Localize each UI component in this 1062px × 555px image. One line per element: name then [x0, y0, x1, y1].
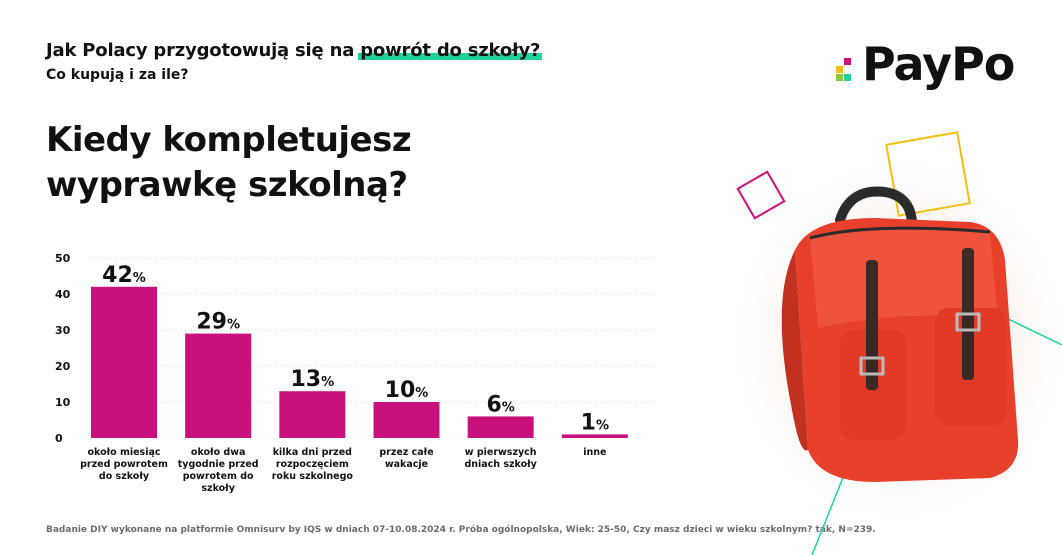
backpack-handle — [835, 186, 917, 227]
logo-dot-yellow — [836, 66, 843, 73]
strap-left — [866, 260, 878, 390]
bar-value-label: 29% — [196, 310, 240, 335]
backpack-flap — [810, 228, 998, 328]
bar-value-label: 10% — [385, 378, 429, 403]
bar-value-label: 13% — [291, 367, 335, 392]
bar-value-label: 1% — [581, 410, 609, 435]
bar — [561, 434, 628, 438]
y-tick-label: 10 — [55, 396, 71, 409]
bar — [373, 402, 440, 438]
backpack-side — [781, 250, 808, 451]
bar — [279, 391, 346, 438]
logo-dot-green — [844, 74, 851, 81]
question-heading: Kiedy kompletujesz wyprawkę szkolną? — [46, 118, 412, 208]
question-line-1: Kiedy kompletujesz — [46, 120, 412, 160]
deco-line-green-1 — [999, 314, 1062, 346]
question-line-2: wyprawkę szkolną? — [46, 165, 408, 205]
backpack-trim — [809, 226, 991, 240]
y-tick-label: 30 — [55, 324, 71, 337]
category-label: inne — [583, 447, 606, 458]
category-label: tygodnie przed — [178, 459, 259, 470]
category-label: około miesiąc — [87, 447, 160, 458]
deco-square-magenta — [736, 170, 786, 220]
category-label: przez całe — [379, 447, 433, 458]
category-label: wakacje — [385, 459, 428, 470]
category-label: do szkoły — [99, 471, 150, 482]
bar — [185, 333, 252, 438]
category-label: kilka dni przed — [273, 447, 352, 458]
bar-value-label: 6% — [486, 392, 514, 417]
backpack-illustration — [725, 131, 1062, 555]
category-label: dniach szkoły — [464, 459, 537, 470]
logo-dot-lime — [836, 74, 843, 81]
category-label: przed powrotem — [80, 459, 168, 470]
category-label: powrotem do — [183, 471, 254, 482]
buckle-right — [955, 312, 981, 332]
y-tick-label: 40 — [55, 288, 71, 301]
logo-dot-magenta — [844, 58, 851, 65]
y-tick-label: 0 — [55, 432, 63, 445]
logo-text: PayPo — [862, 37, 1015, 91]
category-label: roku szkolnego — [272, 471, 354, 482]
bar-value-label: 42% — [102, 263, 146, 288]
category-label: szkoły — [201, 483, 235, 494]
footnote: Badanie DIY wykonane na platformie Omnis… — [46, 525, 876, 535]
bar — [467, 416, 534, 438]
y-tick-label: 20 — [55, 360, 71, 373]
category-label: około dwa — [191, 447, 245, 458]
y-tick-label: 50 — [55, 252, 71, 265]
bar — [91, 286, 157, 438]
category-label: w pierwszych — [465, 447, 537, 458]
paypo-logo: PayPo — [836, 36, 1036, 96]
header-subtitle: Co kupują i za ile? — [46, 67, 189, 83]
header-title: Jak Polacy przygotowują się na powrót do… — [46, 40, 540, 61]
header-title-text: Jak Polacy przygotowują się na — [46, 40, 361, 61]
deco-square-yellow — [885, 131, 971, 217]
header-title-highlight: powrót do szkoły? — [360, 40, 541, 61]
buckle-left — [859, 356, 885, 376]
category-label: rozpoczęciem — [276, 459, 349, 470]
